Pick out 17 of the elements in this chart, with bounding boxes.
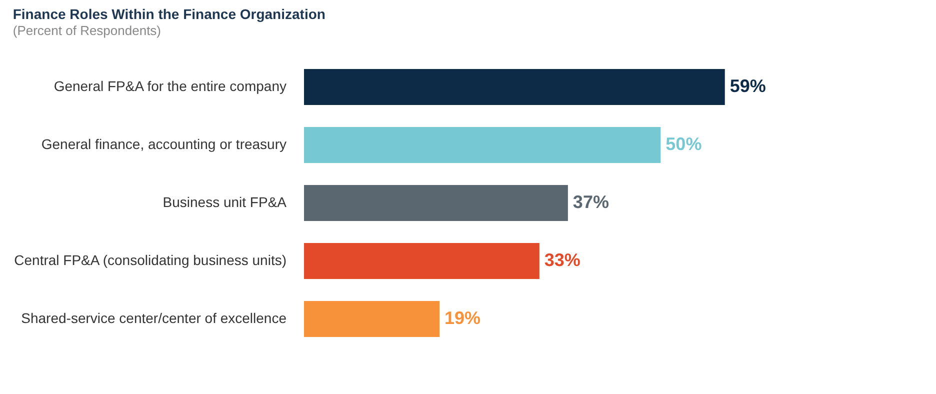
y-tick-label: General FP&A for the entire company bbox=[54, 78, 286, 94]
data-label: 50% bbox=[666, 134, 702, 154]
data-label: 37% bbox=[572, 192, 609, 212]
data-label: 59% bbox=[730, 76, 766, 96]
data-label: 33% bbox=[544, 250, 580, 270]
bar bbox=[304, 69, 725, 105]
y-tick-label: Shared-service center/center of excellence bbox=[21, 310, 287, 326]
bar bbox=[304, 127, 661, 163]
text: (Percent of Respondents) bbox=[12, 23, 162, 38]
text: Finance Roles Within the Finance Organization bbox=[12, 6, 326, 22]
bar bbox=[304, 301, 440, 337]
bar bbox=[304, 243, 540, 279]
y-tick-label: Business unit FP&A bbox=[162, 194, 288, 210]
y-tick-label: General finance, accounting or treasury bbox=[41, 136, 286, 152]
y-tick-label: Central FP&A (consolidating business units) bbox=[14, 252, 286, 268]
data-label: 19% bbox=[444, 308, 481, 328]
bar bbox=[304, 185, 568, 221]
